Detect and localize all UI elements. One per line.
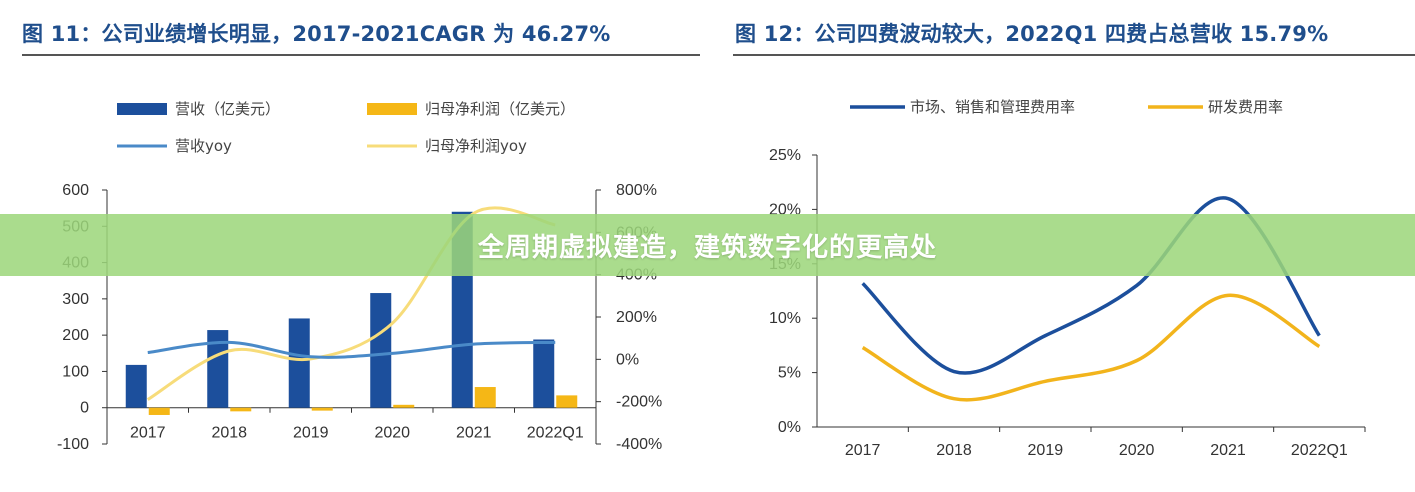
bar-profit-2021 xyxy=(474,387,496,408)
figure-12-chart: 市场、销售和管理费用率研发费用率25%20%15%10%5%0%20172018… xyxy=(769,98,1366,459)
bar-profit-2018 xyxy=(230,407,252,412)
left-tick-label-0: 600 xyxy=(62,182,89,199)
x-tick-label-0: 2017 xyxy=(845,442,881,459)
line-profit-yoy xyxy=(146,206,556,401)
figure-11-title-rule xyxy=(22,54,700,56)
x-tick-label-5: 2022Q1 xyxy=(1291,442,1348,459)
overlay-banner: 全周期虚拟建造，建筑数字化的更高处 xyxy=(0,214,1415,276)
y-tick-label-5: 0% xyxy=(778,419,801,436)
left-tick-label-6: 0 xyxy=(80,400,89,417)
bar-profit-2019 xyxy=(311,407,333,411)
x-tick-label-3: 2020 xyxy=(1119,442,1155,459)
x-tick-label-0: 2017 xyxy=(130,425,166,442)
bar-profit-2017 xyxy=(148,407,170,415)
legend-label-4: 归母净利润yoy xyxy=(425,137,527,155)
legend-label-2: 研发费用率 xyxy=(1208,98,1283,116)
y-tick-label-4: 5% xyxy=(778,365,801,382)
bar-revenue-2018 xyxy=(207,330,229,408)
banner-text: 全周期虚拟建造，建筑数字化的更高处 xyxy=(477,232,937,263)
x-tick-label-1: 2018 xyxy=(211,425,247,442)
right-tick-label-4: 0% xyxy=(616,351,639,368)
legend-swatch-1 xyxy=(117,103,167,115)
figure-12-title: 图 12：公司四费波动较大，2022Q1 四费占总营收 15.79% xyxy=(735,22,1329,46)
bar-revenue-2017 xyxy=(125,364,147,408)
right-tick-label-0: 800% xyxy=(616,182,657,199)
bar-revenue-2022Q1 xyxy=(533,339,555,408)
x-tick-label-4: 2021 xyxy=(1210,442,1246,459)
x-tick-label-3: 2020 xyxy=(374,425,410,442)
legend-swatch-2 xyxy=(367,103,417,115)
figure-12-title-rule xyxy=(733,54,1415,56)
left-tick-label-5: 100 xyxy=(62,363,89,380)
left-tick-label-7: -100 xyxy=(57,436,89,453)
y-tick-label-0: 25% xyxy=(769,147,801,164)
figure-11-title: 图 11：公司业绩增长明显，2017-2021CAGR 为 46.27% xyxy=(22,22,611,46)
legend-label-1: 市场、销售和管理费用率 xyxy=(910,98,1075,116)
x-tick-label-2: 2019 xyxy=(293,425,329,442)
y-tick-label-3: 10% xyxy=(769,310,801,327)
x-tick-label-2: 2019 xyxy=(1028,442,1064,459)
right-tick-label-6: -400% xyxy=(616,436,662,453)
legend-label-3: 营收yoy xyxy=(175,137,232,155)
legend-label-1: 营收（亿美元） xyxy=(175,100,280,118)
x-tick-label-5: 2022Q1 xyxy=(527,425,584,442)
left-tick-label-3: 300 xyxy=(62,291,89,308)
bar-revenue-2019 xyxy=(288,318,310,408)
x-tick-label-4: 2021 xyxy=(456,425,492,442)
bar-profit-2022Q1 xyxy=(556,395,578,408)
legend-label-2: 归母净利润（亿美元） xyxy=(425,100,575,118)
bar-profit-2020 xyxy=(393,404,415,408)
x-tick-label-1: 2018 xyxy=(936,442,972,459)
line-revenue-yoy xyxy=(147,340,556,359)
left-tick-label-4: 200 xyxy=(62,327,89,344)
figure-12-panel: 图 12：公司四费波动较大，2022Q1 四费占总营收 15.79% 市场、销售… xyxy=(715,0,1415,492)
right-tick-label-5: -200% xyxy=(616,394,662,411)
right-tick-label-3: 200% xyxy=(616,309,657,326)
line-rd-expense-rate xyxy=(861,293,1321,402)
bar-revenue-2020 xyxy=(370,293,392,408)
